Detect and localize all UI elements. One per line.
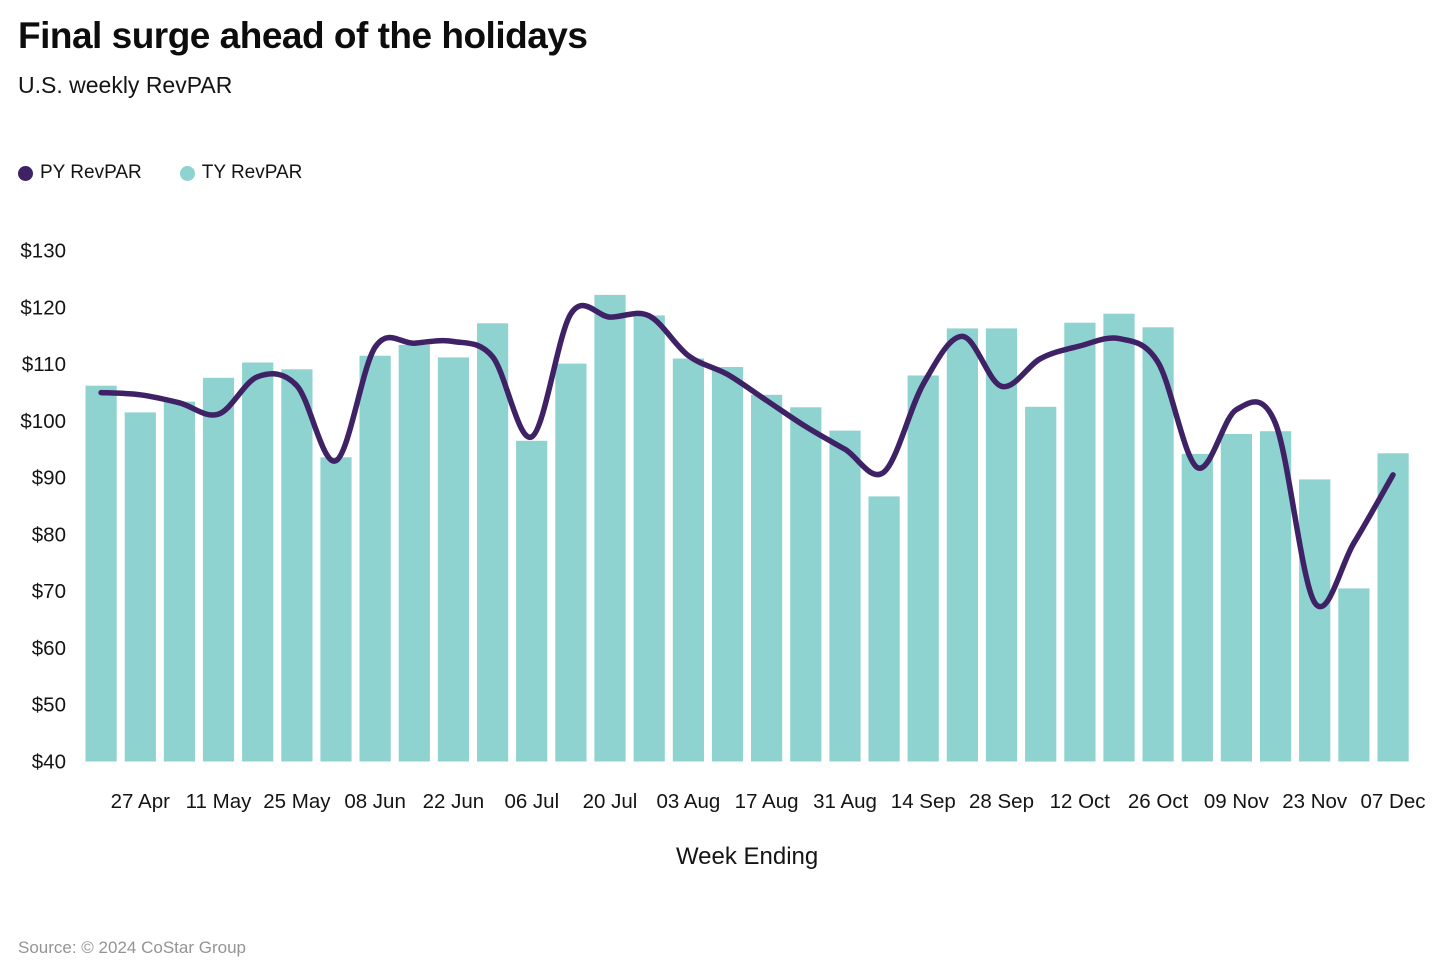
y-tick-label: $50 [32,694,66,717]
ty-bar [516,440,548,762]
ty-bar [281,369,313,762]
y-tick-label: $60 [32,637,66,660]
ty-bar [1338,588,1370,762]
ty-bar [1299,479,1331,762]
ty-bar [672,358,704,762]
ty-bar [946,328,978,762]
ty-bar [868,496,900,762]
ty-bar [1377,453,1409,762]
y-tick-label: $70 [32,580,66,603]
ty-bar [477,323,509,762]
x-tick-label: 31 Aug [813,790,877,813]
y-tick-label: $80 [32,523,66,546]
y-tick-label: $120 [20,296,66,319]
legend-item-py: PY RevPAR [18,162,142,184]
ty-bar [1025,406,1057,762]
y-tick-label: $90 [32,467,66,490]
y-tick-label: $110 [22,353,66,376]
ty-bar [320,457,352,762]
ty-bar [1181,453,1213,762]
x-tick-label: 28 Sep [969,790,1034,813]
ty-bar [398,344,430,762]
ty-bar [829,430,861,762]
ty-bar [124,412,156,762]
ty-bar [163,401,195,762]
ty-bar [1260,431,1292,762]
x-tick-label: 27 Apr [111,790,170,813]
x-tick-label: 08 Jun [344,790,406,813]
x-tick-label: 06 Jul [504,790,559,813]
x-tick-label: 14 Sep [891,790,956,813]
legend: PY RevPAR TY RevPAR [18,162,302,184]
x-tick-label: 17 Aug [735,790,799,813]
ty-bar [907,375,939,762]
ty-bar [1064,322,1096,762]
ty-bar [85,385,117,762]
x-tick-label: 03 Aug [656,790,720,813]
legend-item-ty: TY RevPAR [179,162,303,184]
y-tick-label: $130 [20,240,66,263]
ty-bar [711,367,744,762]
ty-revpar-dot-icon [179,165,195,181]
x-tick-label: 12 Oct [1050,790,1111,813]
x-tick-label: 22 Jun [423,790,485,813]
x-tick-label: 23 Nov [1282,790,1348,813]
ty-bar [437,357,469,762]
chart-subtitle: U.S. weekly RevPAR [18,72,233,98]
x-tick-label: 11 May [186,790,252,813]
ty-bar [985,328,1018,762]
x-tick-label: 20 Jul [583,790,638,813]
ty-bar [751,394,783,762]
ty-bar [790,407,822,762]
ty-bar [359,355,391,762]
source-note: Source: © 2024 CoStar Group [18,938,246,957]
ty-bar [633,315,665,762]
ty-bar [1220,434,1252,762]
legend-label-py: PY RevPAR [40,162,142,183]
ty-bar [555,363,587,762]
ty-bar [202,377,235,762]
y-tick-label: $100 [20,410,66,433]
legend-label-ty: TY RevPAR [201,162,303,183]
py-revpar-dot-icon [18,165,33,181]
x-tick-label: 07 Dec [1361,790,1426,813]
y-tick-label: $40 [32,751,66,774]
ty-bar [242,362,274,762]
ty-bar [1142,327,1174,762]
x-tick-label: 25 May [263,790,331,813]
x-tick-label: 26 Oct [1128,790,1189,813]
py-line [98,302,1396,610]
chart-title: Final surge ahead of the holidays [18,15,588,56]
ty-bar [594,294,626,762]
x-tick-label: 09 Nov [1204,790,1270,813]
x-axis-title: Week Ending [676,843,818,870]
ty-bar [1103,313,1135,762]
